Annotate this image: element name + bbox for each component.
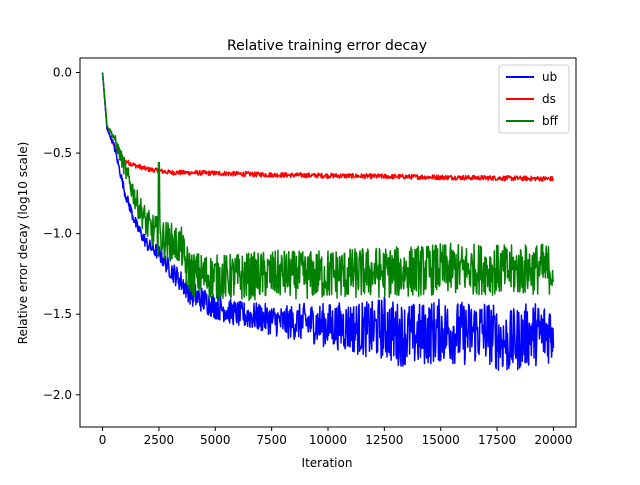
x-axis-label: Iteration bbox=[302, 456, 353, 470]
series-line-bff bbox=[101, 72, 555, 302]
y-axis-label: Relative error decay (log10 scale) bbox=[16, 142, 30, 345]
x-tick-label: 5000 bbox=[200, 433, 231, 447]
x-tick-label: 0 bbox=[99, 433, 107, 447]
y-tick-label: −0.5 bbox=[43, 146, 72, 160]
x-tick-label: 12500 bbox=[365, 433, 403, 447]
series-layer bbox=[101, 72, 555, 371]
y-axis: 0.0 −0.5 −1.0 −1.5 −2.0 bbox=[43, 66, 80, 402]
x-tick-label: 20000 bbox=[534, 433, 572, 447]
x-tick-label: 17500 bbox=[478, 433, 516, 447]
x-tick-label: 10000 bbox=[309, 433, 347, 447]
y-tick-label: −1.0 bbox=[43, 227, 72, 241]
legend: ub ds bff bbox=[498, 64, 570, 134]
series-line-ub bbox=[101, 72, 555, 371]
x-tick-label: 15000 bbox=[422, 433, 460, 447]
x-tick-label: 2500 bbox=[144, 433, 175, 447]
x-axis: 0 2500 5000 7500 10000 12500 15000 17500 20000 bbox=[99, 427, 573, 447]
legend-label-bff: bff bbox=[542, 114, 559, 128]
y-tick-label: −1.5 bbox=[43, 307, 72, 321]
y-tick-label: −2.0 bbox=[43, 388, 72, 402]
x-tick-label: 7500 bbox=[256, 433, 287, 447]
series-line-ds bbox=[101, 72, 555, 182]
y-tick-label: 0.0 bbox=[53, 66, 72, 80]
chart-title: Relative training error decay bbox=[227, 38, 427, 54]
legend-label-ds: ds bbox=[542, 92, 556, 106]
legend-label-ub: ub bbox=[542, 70, 557, 84]
